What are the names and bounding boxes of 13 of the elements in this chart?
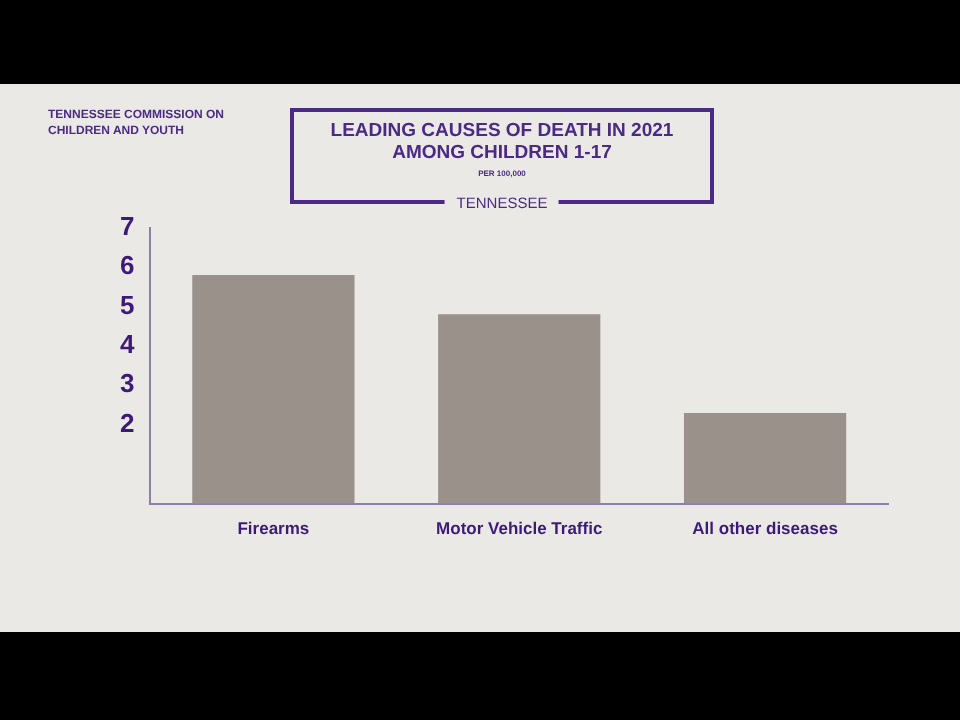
x-tick-label: All other diseases	[692, 518, 839, 539]
y-tick-label: 4	[119, 329, 136, 360]
y-tick-label: 2	[119, 407, 135, 438]
bar	[683, 412, 847, 504]
y-tick-label: 3	[119, 368, 135, 399]
chart-title: LEADING CAUSES OF DEATH IN 2021 AMONG CHILDREN 1-17	[328, 120, 676, 164]
bar	[438, 314, 601, 504]
x-tick-label: Motor Vehicle Traffic	[436, 518, 603, 539]
y-tick-label: 6	[119, 250, 135, 281]
x-tick-label: Firearms	[237, 518, 310, 539]
bar	[192, 274, 355, 504]
y-tick-label: 7	[119, 210, 135, 241]
y-tick-label: 5	[119, 289, 135, 320]
